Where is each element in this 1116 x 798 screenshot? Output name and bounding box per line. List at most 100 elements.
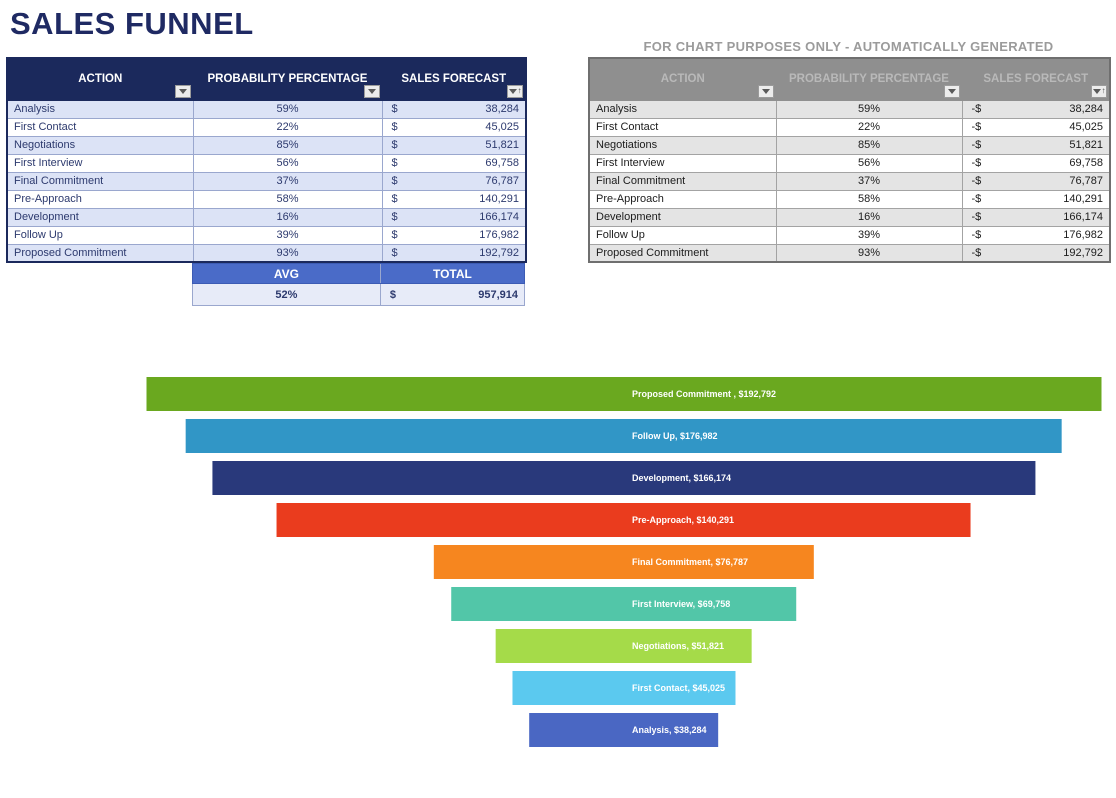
probability-cell[interactable]: 59% xyxy=(192,99,383,119)
forecast-cell: -$ 140,291 xyxy=(961,189,1111,209)
forecast-amount: 69,758 xyxy=(485,157,519,169)
right-table-header-row: ACTION PROBABILITY PERCENTAGE SALES FORE… xyxy=(588,57,1111,101)
forecast-cell[interactable]: $38,284 xyxy=(381,99,527,119)
forecast-cell: -$ 69,758 xyxy=(961,153,1111,173)
forecast-cell[interactable]: $166,174 xyxy=(381,207,527,227)
currency-symbol: -$ xyxy=(971,229,982,241)
currency-symbol: $ xyxy=(391,193,398,205)
left-header-action: ACTION xyxy=(6,57,194,101)
table-row: First Interview 56% -$ 69,758 xyxy=(588,153,1111,173)
total-value[interactable]: $ 957,914 xyxy=(381,284,524,305)
forecast-amount: 38,284 xyxy=(1069,103,1103,115)
currency-symbol: $ xyxy=(391,121,398,133)
forecast-cell[interactable]: $192,792 xyxy=(381,243,527,263)
filter-dropdown-probability[interactable] xyxy=(363,84,380,98)
probability-cell[interactable]: 16% xyxy=(192,207,383,227)
avg-value[interactable]: 52% xyxy=(193,284,381,305)
probability-cell[interactable]: 85% xyxy=(192,135,383,155)
funnel-bar-label: First Contact, $45,025 xyxy=(632,683,726,693)
filter-dropdown-action[interactable] xyxy=(174,84,191,98)
forecast-cell[interactable]: $69,758 xyxy=(381,153,527,173)
filter-sort-forecast[interactable]: ↑ xyxy=(507,84,523,98)
funnel-bar-label: Development, $166,174 xyxy=(632,473,732,483)
action-cell[interactable]: Negotiations xyxy=(6,135,194,155)
forecast-amount: 69,758 xyxy=(1069,157,1103,169)
probability-cell: 37% xyxy=(775,171,963,191)
currency-symbol: -$ xyxy=(971,157,982,169)
probability-cell[interactable]: 56% xyxy=(192,153,383,173)
action-cell: First Interview xyxy=(588,153,777,173)
left-header-probability: PROBABILITY PERCENTAGE xyxy=(192,57,383,101)
table-row: Proposed Commitment 93% -$ 192,792 xyxy=(588,243,1111,263)
currency-symbol: $ xyxy=(391,103,398,115)
funnel-bar-row: First Interview, $69,758 xyxy=(146,587,1101,621)
funnel-bar-row: Development, $166,174 xyxy=(146,461,1101,495)
forecast-amount: 51,821 xyxy=(1069,139,1103,151)
probability-cell: 59% xyxy=(775,99,963,119)
funnel-bar-label: First Interview, $69,758 xyxy=(632,599,731,609)
funnel-bar-label: Pre-Approach, $140,291 xyxy=(632,515,735,525)
filter-funnel-icon xyxy=(508,88,517,94)
action-cell[interactable]: Follow Up xyxy=(6,225,194,245)
chevron-down-icon xyxy=(761,88,770,94)
funnel-chart: Proposed Commitment , $192,792 Follow Up,… xyxy=(146,377,1101,755)
funnel-bar-label: Final Commitment, $76,787 xyxy=(632,557,749,567)
probability-cell[interactable]: 22% xyxy=(192,117,383,137)
filter-funnel-icon xyxy=(1092,88,1101,94)
chart-purposes-banner: FOR CHART PURPOSES ONLY - AUTOMATICALLY … xyxy=(643,39,1054,54)
forecast-cell: -$ 166,174 xyxy=(961,207,1111,227)
table-row: Pre-Approach 58% $140,291 xyxy=(6,189,527,209)
summary-block: AVG TOTAL 52% $ 957,914 xyxy=(192,263,525,306)
currency-symbol: -$ xyxy=(971,139,982,151)
chevron-down-icon xyxy=(178,88,187,94)
action-cell[interactable]: Development xyxy=(6,207,194,227)
probability-cell: 58% xyxy=(775,189,963,209)
table-row: First Contact 22% -$ 45,025 xyxy=(588,117,1111,137)
forecast-amount: 38,284 xyxy=(485,103,519,115)
funnel-bar-row: Pre-Approach, $140,291 xyxy=(146,503,1101,537)
action-cell[interactable]: First Interview xyxy=(6,153,194,173)
forecast-cell[interactable]: $176,982 xyxy=(381,225,527,245)
action-cell[interactable]: Proposed Commitment xyxy=(6,243,194,263)
filter-sort-forecast[interactable]: ↑ xyxy=(1091,84,1107,98)
currency-symbol: -$ xyxy=(971,193,982,205)
total-amount: 957,914 xyxy=(478,288,518,301)
action-cell[interactable]: First Contact xyxy=(6,117,194,137)
funnel-bar-row: Final Commitment, $76,787 xyxy=(146,545,1101,579)
filter-dropdown-probability[interactable] xyxy=(943,84,960,98)
forecast-cell[interactable]: $51,821 xyxy=(381,135,527,155)
action-cell[interactable]: Analysis xyxy=(6,99,194,119)
funnel-bar-label: Analysis, $38,284 xyxy=(632,725,707,735)
forecast-cell: -$ 45,025 xyxy=(961,117,1111,137)
funnel-bar-row: Analysis, $38,284 xyxy=(146,713,1101,747)
currency-symbol: -$ xyxy=(971,246,982,259)
forecast-amount: 140,291 xyxy=(1063,193,1103,205)
probability-cell[interactable]: 58% xyxy=(192,189,383,209)
funnel-bar-label: Follow Up, $176,982 xyxy=(632,431,718,441)
probability-cell[interactable]: 37% xyxy=(192,171,383,191)
currency-symbol: $ xyxy=(391,175,398,187)
currency-symbol: $ xyxy=(391,139,398,151)
forecast-cell[interactable]: $140,291 xyxy=(381,189,527,209)
funnel-bar-pre-approach xyxy=(276,503,971,537)
funnel-bar-negotiations xyxy=(495,629,752,663)
funnel-bar-final-commitment xyxy=(433,545,814,579)
table-row: Analysis 59% -$ 38,284 xyxy=(588,99,1111,119)
chevron-down-icon xyxy=(947,88,956,94)
forecast-amount: 45,025 xyxy=(485,121,519,133)
forecast-cell[interactable]: $45,025 xyxy=(381,117,527,137)
action-cell[interactable]: Final Commitment xyxy=(6,171,194,191)
filter-dropdown-action[interactable] xyxy=(757,84,774,98)
sort-ascending-icon: ↑ xyxy=(1101,86,1106,95)
probability-cell[interactable]: 39% xyxy=(192,225,383,245)
funnel-bar-label: Negotiations, $51,821 xyxy=(632,641,725,651)
forecast-amount: 166,174 xyxy=(1063,211,1103,223)
action-cell[interactable]: Pre-Approach xyxy=(6,189,194,209)
probability-cell: 85% xyxy=(775,135,963,155)
forecast-cell[interactable]: $76,787 xyxy=(381,171,527,191)
action-cell: Development xyxy=(588,207,777,227)
probability-cell[interactable]: 93% xyxy=(192,243,383,263)
table-row: Final Commitment 37% $76,787 xyxy=(6,171,527,191)
left-header-forecast: SALES FORECAST ↑ xyxy=(381,57,527,101)
